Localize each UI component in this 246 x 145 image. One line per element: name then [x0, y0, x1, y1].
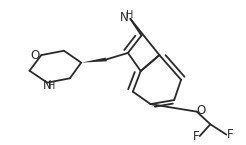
- Text: O: O: [197, 104, 206, 117]
- Text: H: H: [48, 81, 55, 90]
- Text: N: N: [120, 11, 129, 24]
- Text: H: H: [126, 10, 133, 20]
- Polygon shape: [81, 58, 107, 63]
- Text: N: N: [43, 79, 52, 92]
- Text: F: F: [193, 130, 200, 143]
- Text: O: O: [30, 49, 40, 62]
- Text: F: F: [227, 128, 233, 141]
